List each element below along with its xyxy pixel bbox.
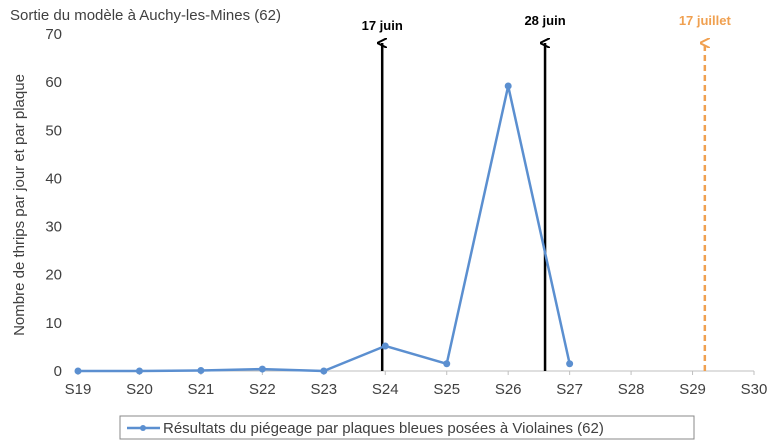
legend-marker [140,425,146,431]
series-layer [74,82,574,375]
x-tick-label: S29 [679,381,706,398]
legend: Résultats du piégeage par plaques bleues… [119,415,695,440]
x-tick-label: S23 [310,381,337,398]
annotation-label: 17 juillet [679,13,732,28]
x-tick-label: S24 [372,381,399,398]
data-point [135,367,143,375]
x-tick-label: S22 [249,381,276,398]
y-tick-label: 60 [45,74,62,91]
series-line [78,84,571,373]
y-axis-label: Nombre de thrips par jour et par plaque [11,74,28,336]
legend-box [119,415,695,440]
y-tick-label: 0 [54,363,62,380]
x-tick-label: S27 [556,381,583,398]
annotation-label: 28 juin [524,13,565,28]
x-tick-label: S30 [741,381,768,398]
annotations: 17 juin 28 juin 17 juillet [362,13,732,371]
chart-title: Sortie du modèle à Auchy-les-Mines (62) [10,7,281,24]
x-tick-label: S25 [433,381,460,398]
data-point [197,367,205,375]
y-tick-label: 30 [45,219,62,236]
y-tick-label: 20 [45,267,62,284]
data-point [320,367,328,375]
data-point [258,365,266,373]
x-tick-label: S28 [618,381,645,398]
annotation-label: 17 juin [362,18,403,33]
y-tick-label: 50 [45,122,62,139]
data-point [381,342,389,350]
data-point [74,367,82,375]
legend-label: Résultats du piégeage par plaques bleues… [163,420,604,437]
x-tick-label: S19 [65,381,92,398]
y-tick-label: 70 [45,26,62,43]
y-tick-label: 40 [45,170,62,187]
x-tick-label: S20 [126,381,153,398]
x-tick-label: S21 [188,381,215,398]
data-point [504,82,512,90]
data-point [443,360,451,368]
data-point [566,360,574,368]
y-tick-label: 10 [45,315,62,332]
axes: S19 S20 S21 S22 S23 S24 S25 S26 S27 S28 S29 S30 0 10 2… [45,26,767,398]
x-tick-label: S26 [495,381,522,398]
